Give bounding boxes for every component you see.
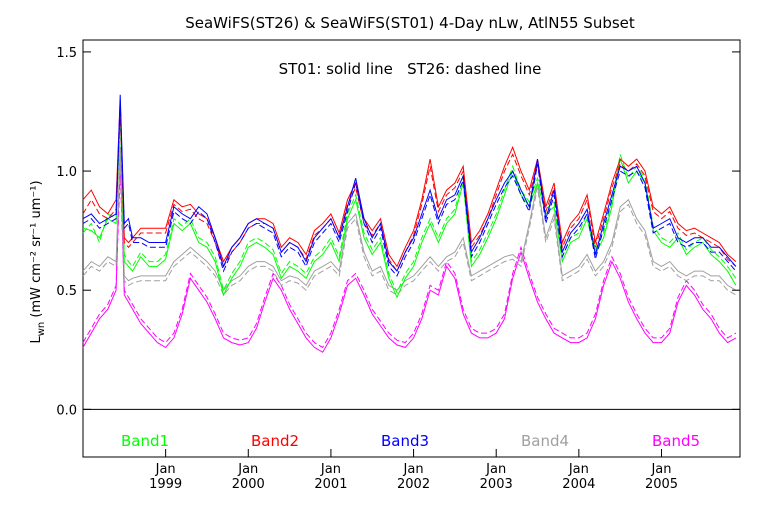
x-tick-month: Jan bbox=[650, 462, 671, 477]
x-tick-year: 1999 bbox=[149, 477, 182, 492]
x-tick-year: 2001 bbox=[314, 477, 347, 492]
series-line-band4-solid bbox=[82, 147, 737, 292]
plot-frame bbox=[82, 39, 741, 458]
series-line-band3-dashed bbox=[82, 104, 737, 277]
x-tick-month: Jan bbox=[320, 462, 341, 477]
y-axis-label: Lwn (mW cm⁻² sr⁻¹ um⁻¹) bbox=[29, 180, 47, 343]
y-tick-label: 0.5 bbox=[56, 284, 77, 299]
series-line-band5-solid bbox=[82, 147, 737, 353]
y-tick-label: 1.5 bbox=[56, 46, 77, 61]
x-tick-month: Jan bbox=[155, 462, 176, 477]
y-tick-label: 1.0 bbox=[56, 165, 77, 180]
legend-entry-band5: Band5 bbox=[652, 432, 700, 450]
series-line-band5-dashed bbox=[82, 171, 737, 349]
x-tick-year: 2000 bbox=[232, 477, 265, 492]
line-style-note: ST01: solid line ST26: dashed line bbox=[279, 60, 542, 78]
series-line-band1-dashed bbox=[82, 118, 737, 294]
svg-text:Lwn (mW cm⁻² sr⁻¹ um⁻¹): Lwn (mW cm⁻² sr⁻¹ um⁻¹) bbox=[29, 180, 47, 343]
y-axis-label-main: L bbox=[29, 336, 44, 344]
legend-entry-band3: Band3 bbox=[381, 432, 429, 450]
x-ticks: Jan1999Jan2000Jan2001Jan2002Jan2003Jan20… bbox=[149, 449, 678, 492]
series-line-band3-solid bbox=[82, 94, 737, 273]
x-tick-year: 2005 bbox=[645, 477, 678, 492]
series-line-band1-solid bbox=[82, 104, 737, 299]
y-axis-label-sub: wn bbox=[36, 322, 47, 337]
y-tick-label: 0.0 bbox=[56, 403, 77, 418]
chart-title: SeaWiFS(ST26) & SeaWiFS(ST01) 4-Day nLw,… bbox=[185, 14, 635, 32]
x-tick-year: 2003 bbox=[480, 477, 513, 492]
x-tick-month: Jan bbox=[237, 462, 258, 477]
legend-entry-band1: Band1 bbox=[121, 432, 169, 450]
legend-entry-band2: Band2 bbox=[251, 432, 299, 450]
x-tick-year: 2002 bbox=[397, 477, 430, 492]
y-axis-label-units: (mW cm⁻² sr⁻¹ um⁻¹) bbox=[29, 180, 44, 317]
series-line-band4-dashed bbox=[82, 159, 737, 296]
x-tick-month: Jan bbox=[485, 462, 506, 477]
series-line-band2-dashed bbox=[82, 111, 737, 273]
series-layer bbox=[82, 94, 737, 353]
series-line-band2-solid bbox=[82, 99, 737, 268]
y-ticks: 0.0 0.5 1.0 1.5 bbox=[56, 46, 740, 418]
legend: Band1 Band2 Band3 Band4 Band5 bbox=[121, 432, 700, 450]
legend-entry-band4: Band4 bbox=[521, 432, 569, 450]
x-tick-month: Jan bbox=[403, 462, 424, 477]
x-tick-year: 2004 bbox=[562, 477, 595, 492]
x-tick-month: Jan bbox=[568, 462, 589, 477]
